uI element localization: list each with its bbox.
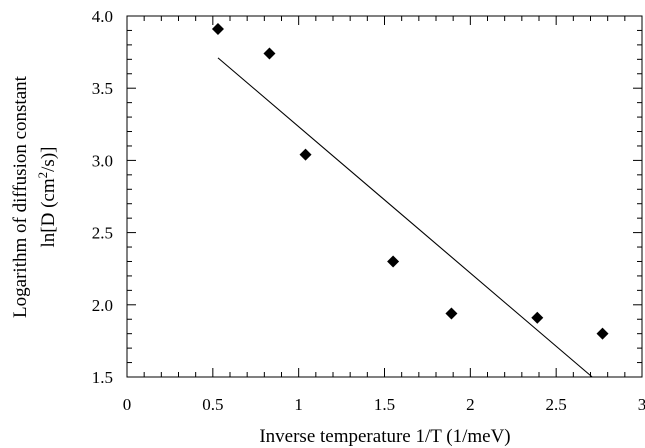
x-tick-label: 1.5: [374, 395, 395, 414]
x-tick-label: 2: [466, 395, 475, 414]
data-point: [299, 148, 312, 161]
x-tick-label: 1: [294, 395, 303, 414]
y-axis-ticks: 1.5 2.0 2.5 3.0 3.5 4.0: [92, 7, 642, 387]
fit-line: [217, 57, 593, 378]
y-tick-label: 4.0: [92, 7, 113, 26]
plot-border: [126, 15, 643, 378]
x-tick-label: 0.5: [202, 395, 223, 414]
x-axis-label: Inverse temperature 1/T (1/meV): [259, 426, 510, 447]
data-point: [445, 307, 458, 320]
plot-frame: [126, 15, 643, 378]
data-points: [211, 22, 609, 340]
y-tick-label: 3.5: [92, 79, 113, 98]
y-tick-label: 2.5: [92, 224, 113, 243]
x-axis-ticks: 0 0.5 1 1.5 2 2.5 3: [123, 16, 645, 414]
data-point: [387, 255, 400, 268]
ylabel-prefix: ln[D (cm: [38, 178, 59, 247]
ylabel-suffix: /s)]: [38, 147, 59, 172]
y-tick-label: 2.0: [92, 296, 113, 315]
fit-line-group: [217, 57, 593, 378]
data-point: [263, 47, 276, 60]
ylabel-superscript: 2: [35, 172, 50, 179]
y-axis-label-line1: Logarithm of diffusion constant: [10, 75, 31, 318]
data-point: [596, 327, 609, 340]
y-tick-label: 1.5: [92, 368, 113, 387]
data-point: [211, 22, 224, 35]
x-tick-label: 0: [123, 395, 132, 414]
x-tick-label: 3: [638, 395, 645, 414]
x-tick-label: 2.5: [546, 395, 567, 414]
data-point: [531, 311, 544, 324]
y-axis-label-line2: ln[D (cm2/s)]: [35, 147, 59, 248]
y-tick-label: 3.0: [92, 151, 113, 170]
